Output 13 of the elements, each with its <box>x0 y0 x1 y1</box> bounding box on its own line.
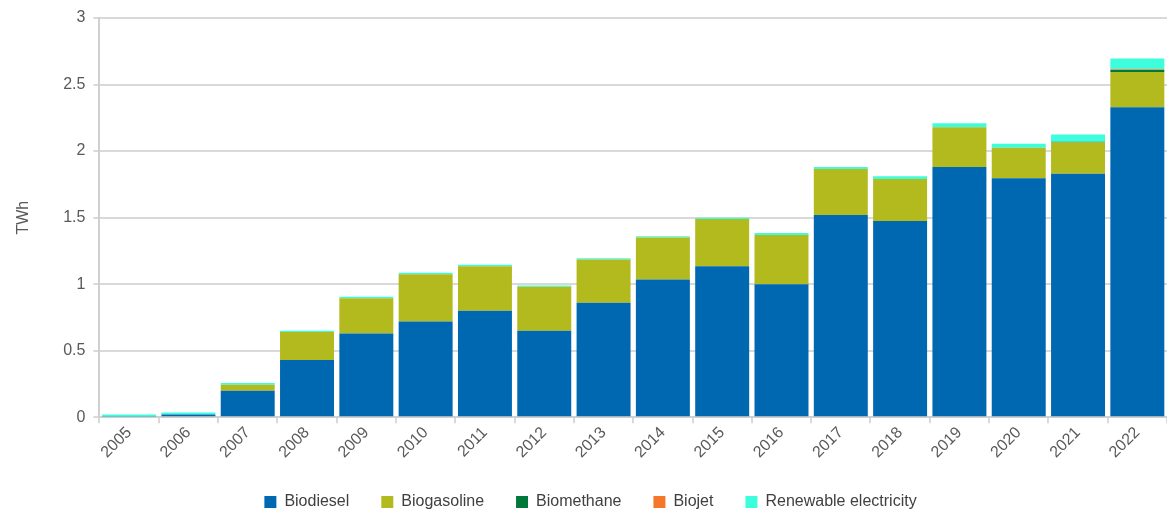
y-tick-label: 3 <box>76 8 86 26</box>
y-tick-label: 0.5 <box>63 341 86 359</box>
legend-label: Renewable electricity <box>765 492 917 509</box>
y-tick-label: 2.5 <box>63 74 86 92</box>
y-tick-label: 1 <box>76 274 86 292</box>
legend-label: Biomethane <box>536 492 622 509</box>
y-tick-label: 1.5 <box>63 208 86 226</box>
y-tick-label: 2 <box>76 141 86 159</box>
y-tick-label: 0 <box>76 407 86 425</box>
y-axis-title: TWh <box>14 200 32 235</box>
legend-label: Biogasoline <box>401 492 485 509</box>
legend-label: Biojet <box>673 492 714 509</box>
legend-label: Biodiesel <box>284 492 350 509</box>
